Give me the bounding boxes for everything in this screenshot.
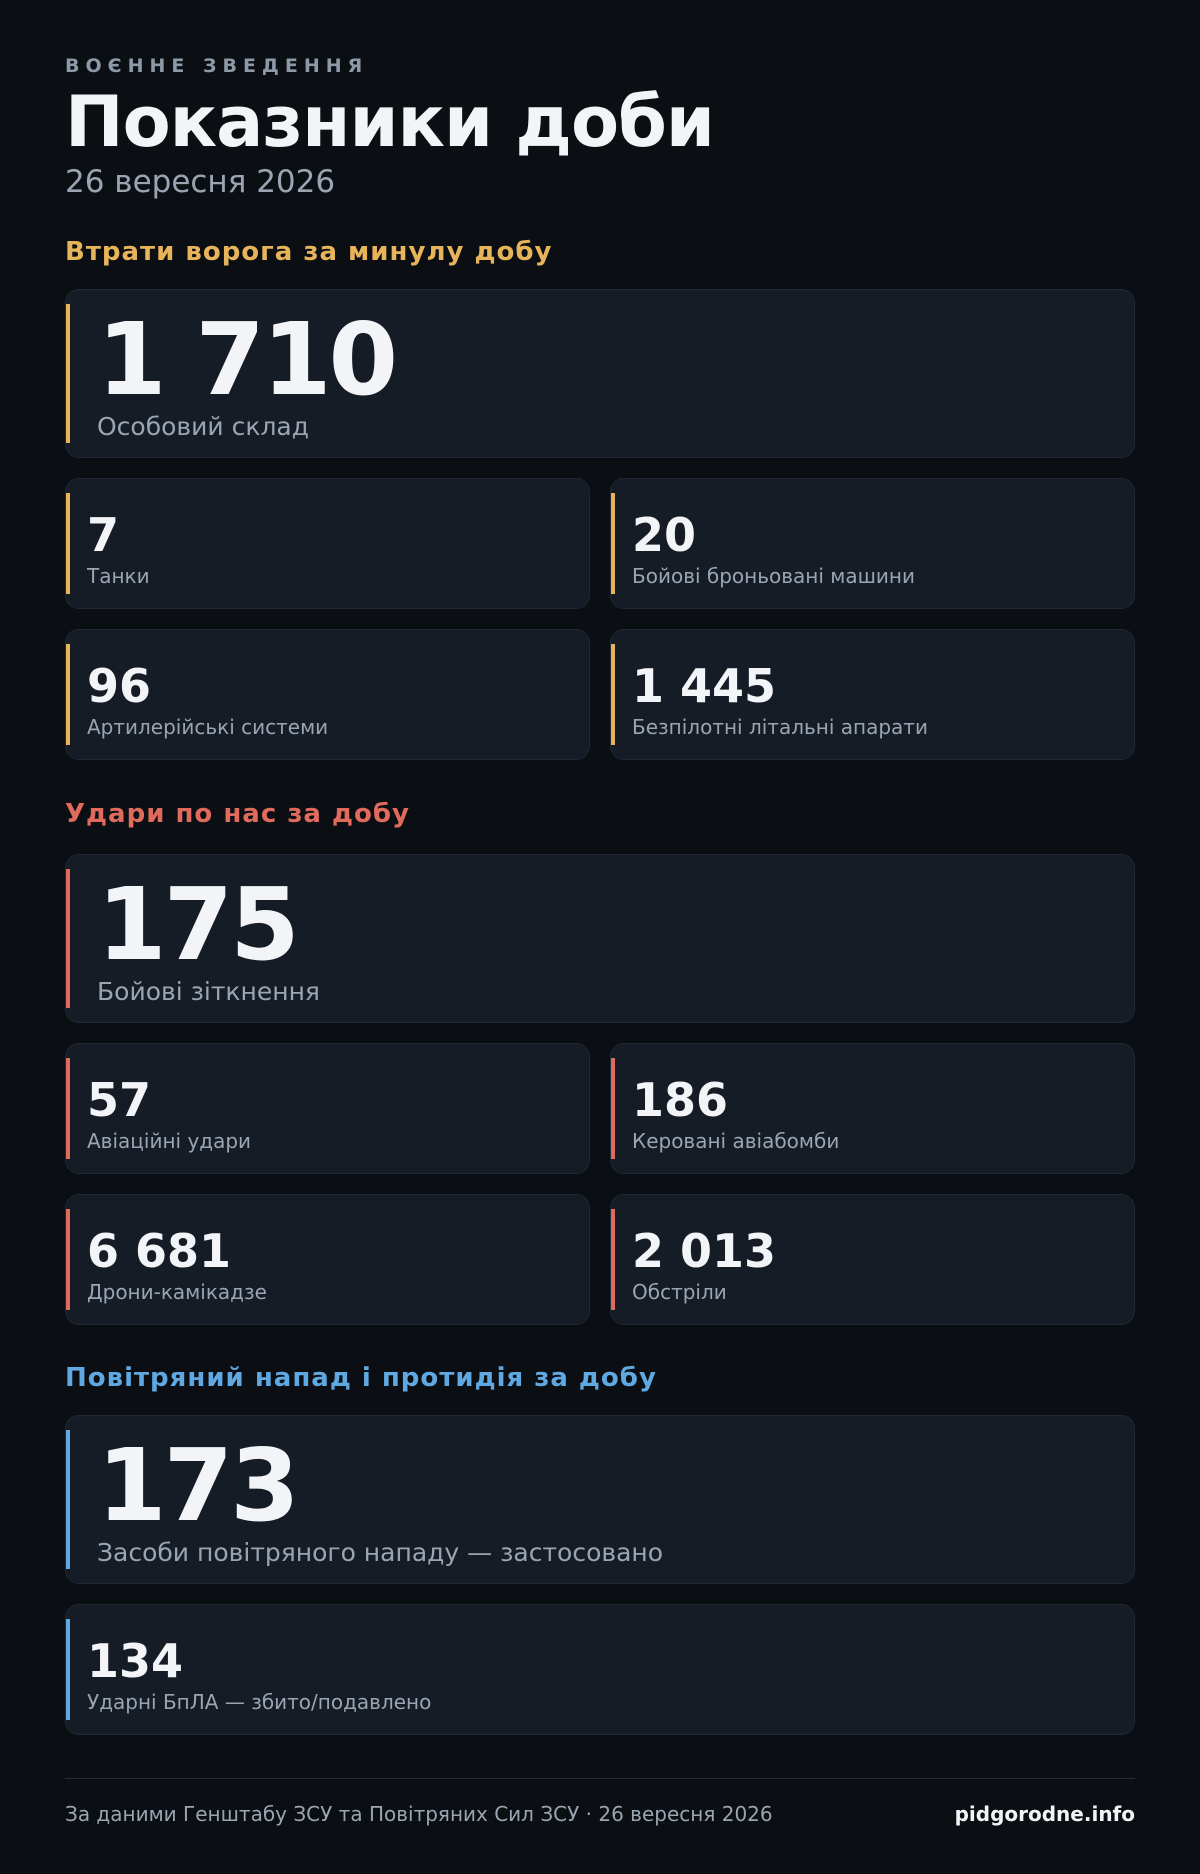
stat-card: 134 Ударні БпЛА — збито/подавлено: [65, 1604, 1135, 1735]
stat-card: 20 Бойові броньовані машини: [610, 478, 1135, 609]
main-value: 175: [97, 866, 300, 983]
stat-card: 57 Авіаційні удари: [65, 1043, 590, 1174]
main-card: 175 Бойові зіткнення: [65, 854, 1135, 1023]
footer: За даними Генштабу ЗСУ та Повітряних Сил…: [65, 1778, 1135, 1828]
main-label: Засоби повітряного нападу — застосовано: [97, 1538, 664, 1567]
stat-label: Бойові броньовані машини: [632, 564, 916, 588]
card-grid: 134 Ударні БпЛА — збито/подавлено: [65, 1604, 1135, 1735]
stat-value: 96: [87, 659, 152, 713]
stat-label: Авіаційні удари: [87, 1129, 252, 1153]
card-grid: 57 Авіаційні удари 186 Керовані авіабомби 6 …: [65, 1043, 1135, 1325]
section-title: Удари по нас за добу: [65, 799, 410, 829]
main-card: 1 710 Особовий склад: [65, 289, 1135, 458]
sections: Втрати ворога за минулу добу 1 710 Особови…: [65, 236, 1135, 1735]
date: 26 вересня 2026: [65, 164, 336, 200]
main-value: 173: [97, 1427, 300, 1544]
stat-value: 7: [87, 508, 120, 562]
stat-card: 7 Танки: [65, 478, 590, 609]
stat-value: 57: [87, 1073, 152, 1127]
stat-card: 6 681 Дрони-камікадзе: [65, 1194, 590, 1325]
stat-value: 6 681: [87, 1224, 232, 1278]
stat-value: 2 013: [632, 1224, 777, 1278]
main-label: Бойові зіткнення: [97, 977, 320, 1006]
stat-card: 2 013 Обстріли: [610, 1194, 1135, 1325]
main-card: 173 Засоби повітряного нападу — застосова…: [65, 1415, 1135, 1584]
stat-label: Ударні БпЛА — збито/подавлено: [87, 1690, 432, 1714]
section: Втрати ворога за минулу добу 1 710 Особови…: [65, 236, 1135, 760]
stat-label: Безпілотні літальні апарати: [632, 715, 928, 739]
stat-value: 1 445: [632, 659, 777, 713]
stat-label: Артилерійські системи: [87, 715, 329, 739]
stat-value: 186: [632, 1073, 729, 1127]
stat-card: 186 Керовані авіабомби: [610, 1043, 1135, 1174]
kicker: ВОЄННЕ ЗВЕДЕННЯ: [65, 55, 369, 77]
section-title: Повітряний напад і протидія за добу: [65, 1363, 657, 1393]
section-title: Втрати ворога за минулу добу: [65, 237, 553, 267]
stat-label: Танки: [87, 564, 150, 588]
card-grid: 7 Танки 20 Бойові броньовані машини 96 Артиле…: [65, 478, 1135, 760]
stat-card: 1 445 Безпілотні літальні апарати: [610, 629, 1135, 760]
stat-card: 96 Артилерійські системи: [65, 629, 590, 760]
stat-label: Дрони-камікадзе: [87, 1280, 267, 1304]
stat-label: Обстріли: [632, 1280, 727, 1304]
section: Удари по нас за добу 175 Бойові зіткнення 5…: [65, 798, 1135, 1325]
page-title: Показники доби: [65, 81, 715, 163]
main-value: 1 710: [97, 301, 398, 418]
stat-value: 134: [87, 1634, 184, 1688]
stat-value: 20: [632, 508, 697, 562]
main-label: Особовий склад: [97, 412, 310, 441]
footer-site: pidgorodne.info: [954, 1802, 1135, 1826]
footer-source: За даними Генштабу ЗСУ та Повітряних Сил…: [65, 1802, 773, 1826]
section: Повітряний напад і протидія за добу 173 За…: [65, 1362, 1135, 1735]
stat-label: Керовані авіабомби: [632, 1129, 840, 1153]
